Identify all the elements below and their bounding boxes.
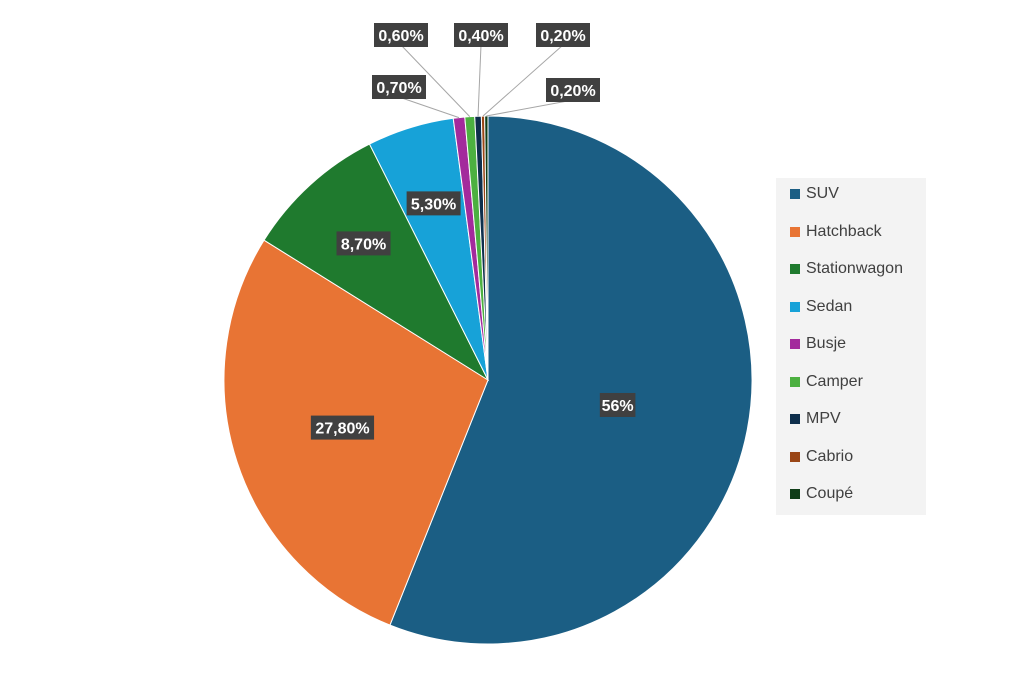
data-label: 27,80% xyxy=(315,421,369,438)
legend-label: Camper xyxy=(806,372,863,390)
leader-line xyxy=(486,99,574,117)
legend-label: Busje xyxy=(806,335,847,352)
legend-item: Stationwagon xyxy=(790,259,903,279)
legend-item: Sedan xyxy=(790,297,852,317)
legend-swatch xyxy=(790,451,800,462)
data-label-box xyxy=(454,23,508,47)
legend-swatch xyxy=(790,189,800,199)
legend-item: Cabrio xyxy=(790,447,853,467)
leader-line xyxy=(482,44,564,117)
data-label-box xyxy=(336,231,391,256)
legend-swatch xyxy=(790,376,800,387)
legend-swatch xyxy=(790,226,800,237)
leader-line xyxy=(400,44,471,117)
data-label: 0,20% xyxy=(550,83,595,100)
data-label: 5,30% xyxy=(411,196,456,213)
legend-label: MPV xyxy=(806,410,841,427)
legend-swatch xyxy=(790,301,800,312)
data-label: 0,40% xyxy=(458,28,503,45)
legend-label: Cabrio xyxy=(806,447,854,465)
data-label-box xyxy=(374,23,428,47)
legend-label: SUV xyxy=(806,185,839,202)
legend-label: Coupé xyxy=(806,485,854,502)
legend-swatch xyxy=(790,414,800,424)
data-label-box xyxy=(546,78,600,102)
data-label: 0,20% xyxy=(540,28,585,45)
data-label-box xyxy=(536,23,590,47)
data-label-box xyxy=(406,191,461,216)
data-labels: 56% 27,80% 8,70% 5,30% 0,70% 0,60% 0,40% 0,20% 0… xyxy=(310,23,636,440)
legend-swatch xyxy=(790,489,800,499)
legend-swatch xyxy=(790,339,800,349)
data-label: 56% xyxy=(602,398,634,415)
legend-item: Busje xyxy=(790,334,846,354)
pie-slices xyxy=(223,115,753,645)
legend-item: MPV xyxy=(790,409,841,429)
legend-item: Coupé xyxy=(790,484,853,504)
data-label-box xyxy=(310,415,375,440)
leader-lines xyxy=(398,44,574,119)
legend-item: SUV xyxy=(790,184,839,204)
legend-label: Sedan xyxy=(806,297,853,315)
data-label: 0,70% xyxy=(376,80,421,97)
data-label: 8,70% xyxy=(341,236,386,253)
legend-item: Hatchback xyxy=(790,222,882,242)
data-label: 0,60% xyxy=(378,28,423,45)
pie-slice-suv xyxy=(389,115,753,645)
chart-legend: SUV Hatchback Stationwagon Sedan Busje Camper… xyxy=(776,178,926,515)
legend-label: Stationwagon xyxy=(806,260,903,277)
legend-item: Camper xyxy=(790,372,863,392)
legend-label: Hatchback xyxy=(806,222,882,240)
leader-line xyxy=(477,44,482,117)
leader-line xyxy=(398,96,460,119)
data-label-box xyxy=(599,392,636,417)
pie-slice-stationwagon xyxy=(263,143,490,382)
legend-swatch xyxy=(790,264,800,274)
data-label-box xyxy=(372,75,426,99)
